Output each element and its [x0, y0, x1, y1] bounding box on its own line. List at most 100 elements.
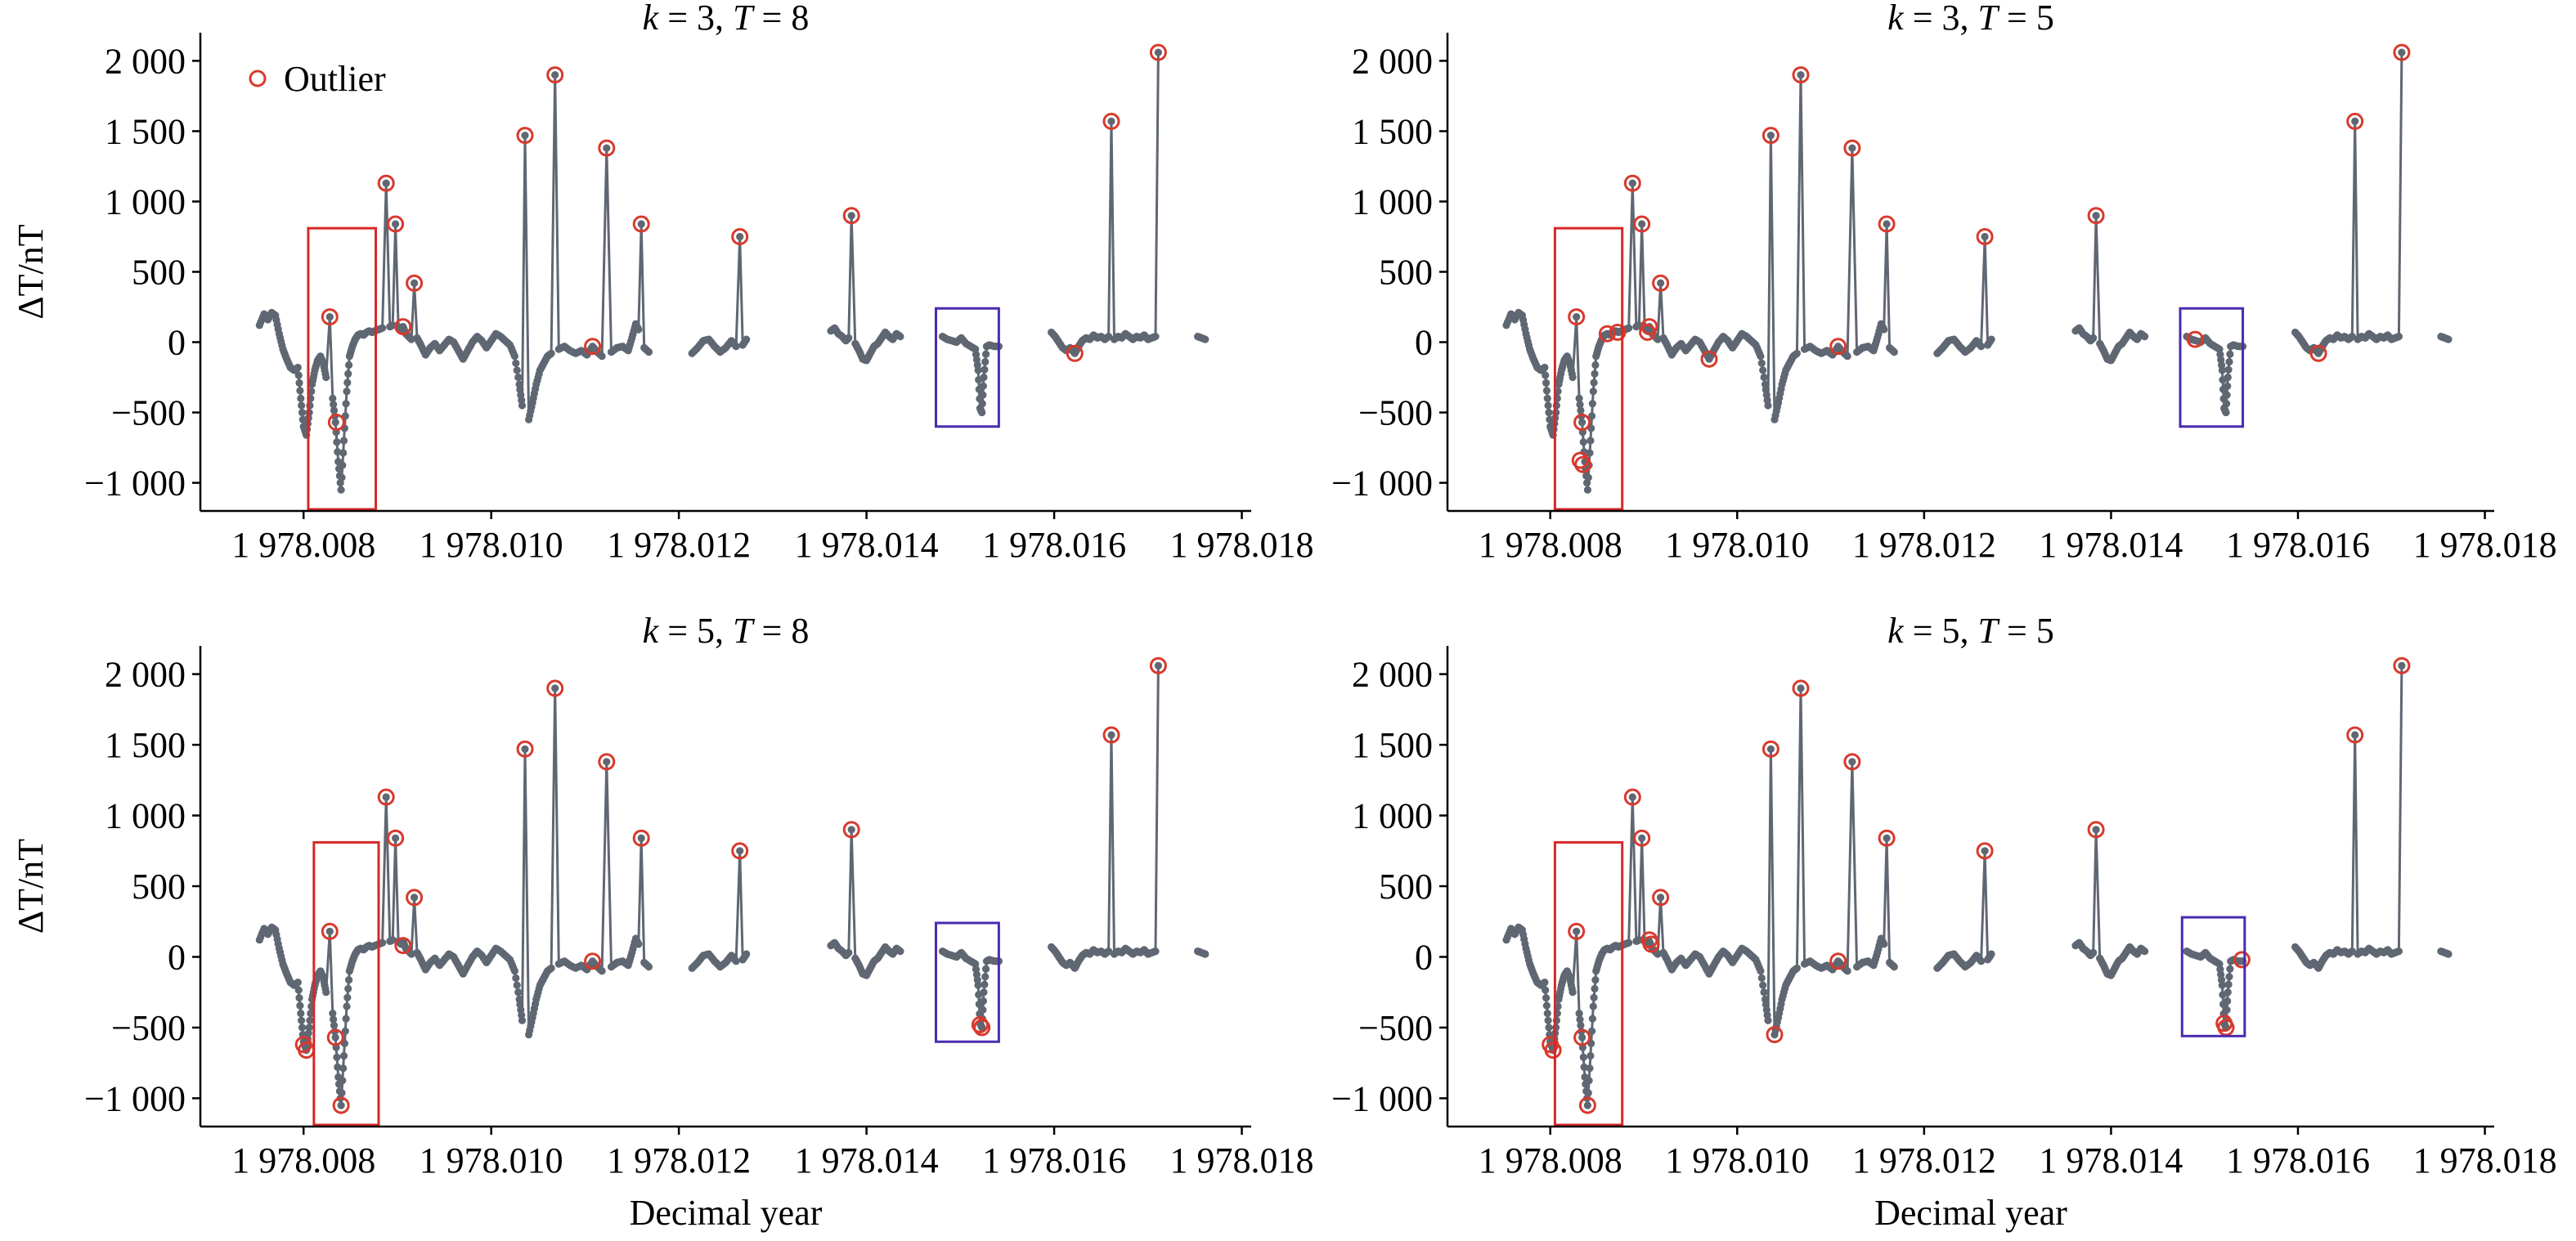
data-point: [1766, 745, 1775, 753]
x-tick-label: 1 978.010: [1665, 525, 1809, 565]
data-point: [1151, 333, 1160, 341]
data-point: [334, 448, 342, 456]
outlier-marker: [1544, 1042, 1562, 1060]
data-point: [1583, 486, 1591, 494]
data-point: [513, 981, 521, 989]
data-point: [1628, 179, 1636, 187]
x-tick-label: 1 978.008: [231, 525, 375, 565]
x-axis-label: Decimal year: [1874, 1193, 2067, 1233]
data-point: [521, 132, 529, 140]
data-point: [982, 350, 990, 358]
data-point: [1542, 986, 1550, 994]
data-point: [2398, 661, 2406, 670]
data-point: [981, 365, 989, 374]
data-point: [1757, 352, 1765, 361]
title-k-value: 5: [697, 611, 715, 651]
data-point: [2141, 948, 2149, 956]
data-point: [1542, 387, 1551, 395]
outlier-marker: [1623, 174, 1641, 192]
data-point: [1577, 406, 1585, 414]
data-point: [510, 967, 519, 975]
outlier-marker: [1573, 414, 1591, 432]
data-point: [979, 1006, 987, 1014]
y-tick-label: 500: [1379, 253, 1433, 293]
data-point: [2092, 212, 2100, 220]
data-point: [294, 986, 303, 994]
data-point: [598, 967, 606, 975]
outlier-marker: [326, 1028, 344, 1046]
y-tick-label: 0: [168, 323, 186, 363]
outlier-marker: [1149, 43, 1167, 61]
data-point: [330, 401, 338, 409]
data-point: [1589, 1002, 1597, 1010]
outlier-marker: [1568, 922, 1586, 940]
y-tick-label: 2 000: [1352, 655, 1433, 695]
data-point: [518, 1016, 527, 1024]
data-point: [1591, 976, 1600, 984]
x-tick-label: 1 978.012: [1852, 1140, 1996, 1181]
outlier-marker: [546, 66, 564, 84]
y-tick-label: 0: [1415, 323, 1433, 363]
x-tick-label: 1 978.018: [2413, 1140, 2557, 1181]
data-point: [1766, 132, 1775, 140]
data-point: [1589, 388, 1597, 396]
data-point: [1657, 279, 1665, 287]
data-point: [978, 409, 986, 417]
data-point: [521, 745, 529, 753]
data-point: [1586, 437, 1595, 445]
y-tick-label: 0: [168, 937, 186, 977]
title-T-value: 5: [2036, 611, 2054, 651]
data-point: [329, 1010, 337, 1018]
x-tick-label: 1 978.014: [2039, 525, 2183, 565]
series-line-segment: [1050, 665, 1160, 970]
outlier-marker: [1829, 338, 1847, 356]
data-point: [1201, 950, 1209, 958]
data-point: [333, 438, 341, 446]
data-point: [1545, 1024, 1553, 1032]
data-point: [603, 758, 611, 766]
outlier-marker: [321, 308, 339, 326]
data-point: [1757, 974, 1766, 982]
data-point: [1588, 400, 1596, 408]
outlier-marker: [387, 215, 405, 233]
data-point: [392, 834, 400, 842]
data-point: [298, 401, 306, 410]
data-point: [1105, 333, 1113, 341]
red-highlight-box: [1553, 226, 1624, 511]
data-point: [2092, 826, 2100, 834]
outlier-marker: [1573, 1028, 1591, 1046]
x-tick-label: 1 978.018: [1170, 1140, 1314, 1181]
outlier-marker: [377, 788, 395, 806]
data-point: [981, 358, 990, 366]
data-point: [298, 1024, 307, 1032]
data-point: [330, 1015, 338, 1024]
data-point: [343, 379, 352, 387]
y-tick-label: −1 000: [1331, 464, 1433, 504]
data-point: [551, 71, 559, 79]
y-tick-label: 1 500: [1352, 111, 1433, 151]
data-point: [2225, 973, 2233, 981]
data-point: [2223, 1006, 2231, 1014]
series-line-segment: [258, 688, 650, 1106]
data-point: [1590, 379, 1598, 387]
data-point: [337, 1101, 345, 1109]
data-point: [1542, 994, 1551, 1002]
data-point: [732, 343, 740, 351]
data-point: [305, 1024, 313, 1032]
data-point: [1987, 335, 1995, 343]
legend-outlier-marker: [249, 69, 267, 87]
data-point: [1657, 894, 1665, 902]
data-point: [896, 948, 904, 956]
outlier-marker: [1633, 829, 1651, 847]
data-point: [294, 363, 302, 372]
outlier-marker: [1761, 740, 1779, 758]
data-point: [1588, 1015, 1596, 1023]
data-point: [1577, 1021, 1585, 1029]
x-tick-label: 1 978.014: [2039, 1140, 2183, 1181]
data-point: [1544, 1016, 1552, 1024]
data-point: [325, 313, 334, 321]
x-tick-label: 1 978.016: [2226, 1140, 2370, 1181]
y-tick-label: −500: [1358, 1008, 1433, 1048]
data-point: [2089, 334, 2098, 342]
data-point: [1638, 834, 1646, 842]
